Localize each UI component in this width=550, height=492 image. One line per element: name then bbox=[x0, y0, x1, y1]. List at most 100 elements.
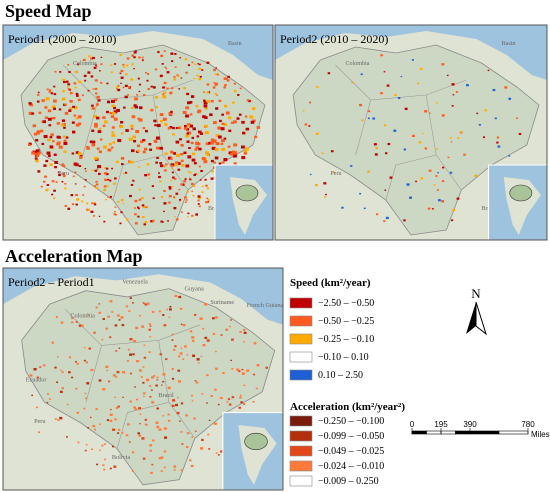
change-spot bbox=[72, 175, 75, 178]
change-spot bbox=[122, 202, 125, 205]
change-spot bbox=[29, 103, 33, 107]
legend-label: −0.009 – 0.250 bbox=[318, 476, 379, 487]
change-spot bbox=[125, 305, 129, 308]
change-spot bbox=[180, 323, 183, 325]
place-label: Peru bbox=[330, 171, 341, 177]
change-spot bbox=[138, 166, 141, 168]
change-spot bbox=[88, 55, 91, 58]
change-spot bbox=[69, 91, 73, 95]
change-spot bbox=[123, 66, 125, 68]
change-spot bbox=[230, 319, 232, 321]
change-spot bbox=[375, 213, 379, 216]
change-spot bbox=[237, 93, 240, 96]
change-spot bbox=[136, 149, 140, 152]
inset-basin bbox=[235, 184, 259, 202]
change-spot bbox=[130, 183, 134, 186]
change-spot bbox=[163, 427, 167, 430]
change-spot bbox=[186, 190, 189, 193]
change-spot bbox=[170, 163, 175, 167]
change-spot bbox=[212, 139, 217, 143]
change-spot bbox=[189, 124, 193, 128]
change-spot bbox=[101, 338, 104, 341]
change-spot bbox=[92, 425, 96, 428]
change-spot bbox=[231, 150, 235, 153]
change-spot bbox=[44, 175, 47, 178]
change-spot bbox=[130, 78, 134, 81]
change-spot bbox=[182, 358, 185, 361]
legend-swatch bbox=[289, 445, 313, 457]
change-spot bbox=[170, 60, 174, 63]
change-spot bbox=[160, 220, 163, 223]
change-spot bbox=[61, 181, 64, 183]
change-spot bbox=[164, 66, 167, 68]
map-panel: Venezuela Guyana Suriname French Guiana Colo… bbox=[2, 267, 284, 491]
change-spot bbox=[441, 200, 445, 203]
change-spot bbox=[180, 143, 184, 147]
change-spot bbox=[187, 131, 192, 135]
change-spot bbox=[91, 448, 93, 451]
change-spot bbox=[53, 107, 56, 110]
change-spot bbox=[212, 333, 216, 335]
change-spot bbox=[36, 154, 40, 157]
change-spot bbox=[243, 152, 247, 155]
change-spot bbox=[159, 113, 164, 117]
change-spot bbox=[96, 168, 99, 170]
change-spot bbox=[255, 387, 258, 390]
change-spot bbox=[99, 449, 101, 451]
change-spot bbox=[120, 157, 125, 160]
change-spot bbox=[170, 110, 173, 113]
change-spot bbox=[76, 94, 79, 97]
change-spot bbox=[252, 400, 255, 403]
change-spot bbox=[34, 157, 38, 160]
panel-frame bbox=[274, 24, 548, 241]
change-spot bbox=[112, 111, 116, 115]
change-spot bbox=[151, 389, 153, 391]
change-spot bbox=[170, 150, 174, 154]
change-spot bbox=[241, 120, 245, 124]
change-spot bbox=[208, 419, 211, 421]
change-spot bbox=[185, 164, 190, 168]
change-spot bbox=[350, 165, 353, 167]
change-spot bbox=[200, 447, 204, 450]
change-spot bbox=[173, 206, 177, 210]
change-spot bbox=[206, 197, 209, 200]
change-spot bbox=[54, 160, 58, 164]
change-spot bbox=[29, 374, 33, 377]
change-spot bbox=[124, 73, 128, 76]
change-spot bbox=[158, 310, 161, 313]
change-spot bbox=[242, 403, 246, 406]
change-spot bbox=[135, 50, 137, 52]
change-spot bbox=[71, 121, 75, 124]
change-spot bbox=[187, 212, 190, 215]
change-spot bbox=[168, 187, 172, 190]
change-spot bbox=[106, 419, 110, 422]
change-spot bbox=[172, 196, 176, 198]
panel-label: Period2 – Period1 bbox=[8, 275, 95, 289]
change-spot bbox=[64, 183, 67, 185]
change-spot bbox=[156, 156, 159, 159]
change-spot bbox=[208, 141, 212, 145]
change-spot bbox=[174, 345, 177, 348]
change-spot bbox=[187, 64, 191, 67]
change-spot bbox=[361, 119, 364, 122]
change-spot bbox=[77, 152, 82, 156]
change-spot bbox=[67, 88, 71, 91]
change-spot bbox=[163, 81, 167, 85]
change-spot bbox=[160, 196, 164, 199]
change-spot bbox=[131, 302, 134, 304]
change-spot bbox=[449, 137, 452, 139]
change-spot bbox=[99, 138, 103, 141]
change-spot bbox=[44, 116, 48, 120]
change-spot bbox=[172, 176, 175, 179]
change-spot bbox=[49, 89, 52, 91]
change-spot bbox=[179, 307, 183, 310]
change-spot bbox=[98, 303, 101, 305]
change-spot bbox=[466, 84, 469, 87]
change-spot bbox=[191, 190, 193, 193]
change-spot bbox=[95, 103, 99, 106]
change-spot bbox=[203, 101, 208, 105]
change-spot bbox=[45, 189, 49, 192]
change-spot bbox=[386, 84, 390, 87]
change-spot bbox=[139, 315, 142, 317]
change-spot bbox=[73, 114, 77, 117]
